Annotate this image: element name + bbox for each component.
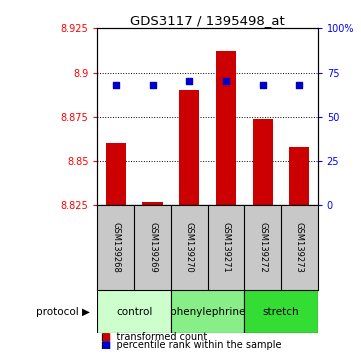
Point xyxy=(113,82,119,88)
Point xyxy=(150,82,156,88)
Text: GSM139271: GSM139271 xyxy=(221,222,230,273)
Text: stretch: stretch xyxy=(263,307,299,316)
Text: ■: ■ xyxy=(101,332,110,342)
Text: GSM139270: GSM139270 xyxy=(185,222,194,273)
Text: control: control xyxy=(116,307,152,316)
Text: GSM139273: GSM139273 xyxy=(295,222,304,273)
Text: GSM139269: GSM139269 xyxy=(148,222,157,273)
Bar xyxy=(179,90,199,205)
Text: phenylephrine: phenylephrine xyxy=(170,307,245,316)
Bar xyxy=(244,290,318,333)
Text: GSM139272: GSM139272 xyxy=(258,222,267,273)
Bar xyxy=(289,147,309,205)
Point xyxy=(186,79,192,84)
Text: GSM139268: GSM139268 xyxy=(111,222,120,273)
Bar xyxy=(143,202,162,205)
Bar xyxy=(171,290,244,333)
Bar xyxy=(106,143,126,205)
Text: ■  transformed count: ■ transformed count xyxy=(101,332,207,342)
Title: GDS3117 / 1395498_at: GDS3117 / 1395498_at xyxy=(130,14,285,27)
Text: protocol ▶: protocol ▶ xyxy=(36,307,90,316)
Point xyxy=(260,82,266,88)
Text: ■  percentile rank within the sample: ■ percentile rank within the sample xyxy=(101,341,282,350)
Text: ■: ■ xyxy=(101,341,110,350)
Bar xyxy=(253,119,273,205)
Point xyxy=(223,79,229,84)
Bar xyxy=(216,51,236,205)
Bar xyxy=(97,290,171,333)
Point xyxy=(296,82,302,88)
